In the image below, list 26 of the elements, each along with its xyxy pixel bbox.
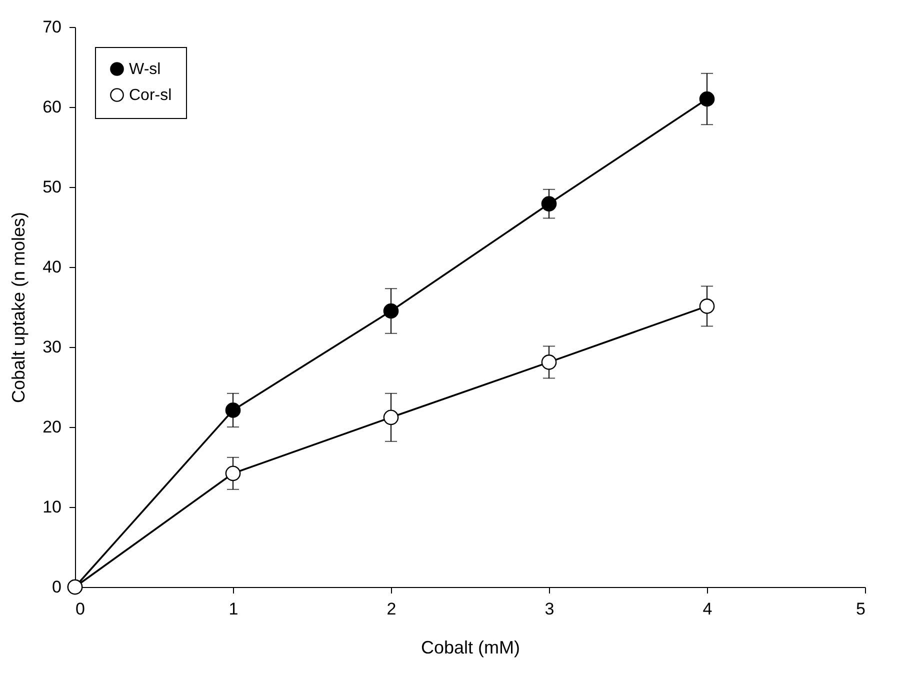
x-tick-label: 2 [386,600,396,618]
point [699,298,715,314]
x-tick-label: 4 [702,600,712,618]
y-tick-label: 30 [42,338,62,356]
x-tick-label: 1 [228,600,238,618]
point [699,91,715,107]
point [541,196,557,212]
y-tick-label: 60 [42,98,62,116]
point [383,303,399,319]
x-tick-label: 3 [544,600,554,618]
y-tick-label: 70 [42,18,62,36]
x-tick-label: 5 [856,600,866,618]
legend-label: W-sl [129,61,161,78]
point [225,466,241,482]
y-tick-label: 50 [42,178,62,196]
y-tick-label: 0 [52,578,62,596]
legend-label: Cor-sl [129,87,172,104]
y-tick-label: 40 [42,258,62,276]
y-tick-label: 10 [42,498,62,516]
x-tick-label: 0 [76,600,85,618]
point [383,410,399,426]
point [225,402,241,418]
point [541,354,557,370]
y-tick-label: 20 [42,418,62,436]
y-axis-title: Cobalt uptake (n moles) [8,212,29,404]
x-axis-title: Cobalt (mM) [420,638,520,658]
